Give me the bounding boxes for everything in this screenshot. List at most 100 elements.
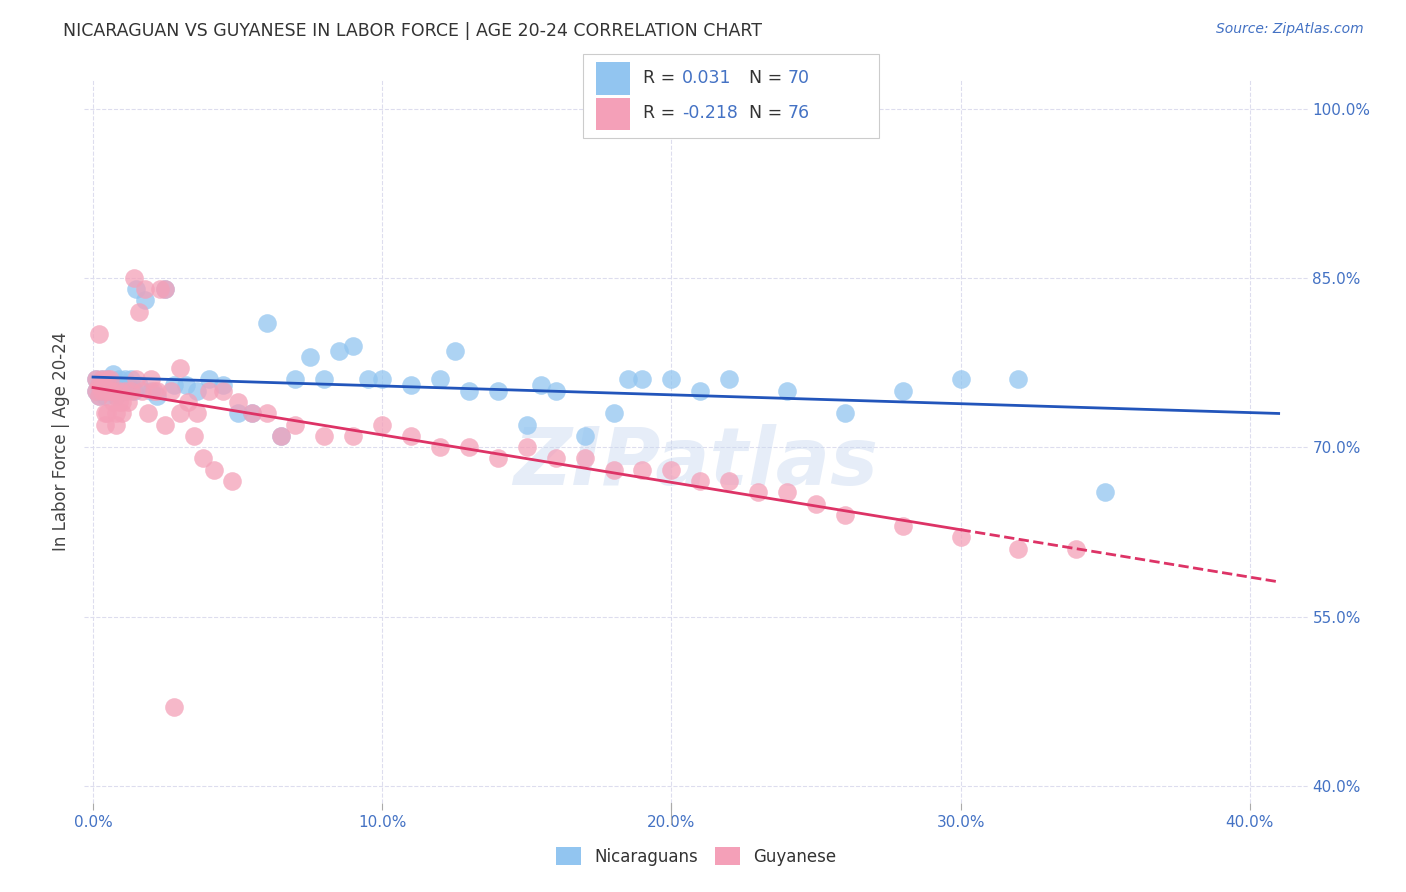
Point [105,417,128,432]
Point [105,406,128,420]
Text: NICARAGUAN VS GUYANESE IN LABOR FORCE | AGE 20-24 CORRELATION CHART: NICARAGUAN VS GUYANESE IN LABOR FORCE | … [63,22,762,40]
Point [661,463,683,477]
Point [117,395,139,409]
Point [108,372,131,386]
Point [689,474,711,488]
Point [776,384,799,398]
Point [328,344,350,359]
Y-axis label: In Labor Force | Age 20-24: In Labor Force | Age 20-24 [52,332,70,551]
Text: ZIPatlas: ZIPatlas [513,425,879,502]
Point [111,384,134,398]
Point [429,440,451,454]
Point [134,293,156,308]
Point [342,338,364,352]
Point [105,384,128,398]
Point [120,372,142,386]
Point [689,384,711,398]
Point [103,384,125,398]
Point [90,372,112,386]
Point [103,395,125,409]
Point [87,389,110,403]
Point [105,389,128,403]
Point [284,417,307,432]
Point [155,417,177,432]
Point [718,474,741,488]
Point [617,372,640,386]
Point [122,384,145,398]
Point [256,406,278,420]
Point [574,451,596,466]
Point [90,384,112,398]
Point [96,406,118,420]
Point [221,474,243,488]
Point [174,378,197,392]
Point [103,367,125,381]
Point [530,378,553,392]
Point [90,378,112,392]
Text: 70: 70 [787,69,810,87]
Point [834,508,856,522]
Point [108,384,131,398]
Point [131,384,153,398]
Point [197,372,219,386]
Point [458,384,481,398]
Point [100,384,122,398]
Point [87,389,110,403]
Point [108,395,131,409]
Point [117,378,139,392]
Point [111,395,134,409]
Point [631,463,654,477]
Point [270,429,292,443]
Point [122,270,145,285]
Point [458,440,481,454]
Point [84,372,107,386]
Point [139,372,162,386]
Point [142,384,165,398]
Point [197,384,219,398]
Point [155,282,177,296]
Point [191,451,214,466]
Point [314,429,336,443]
Point [87,378,110,392]
Point [125,282,148,296]
Point [661,372,683,386]
Point [100,378,122,392]
Point [169,361,191,376]
Point [134,282,156,296]
Point [128,378,150,392]
Point [148,282,170,296]
Point [891,384,914,398]
Point [111,406,134,420]
Text: 76: 76 [787,104,810,122]
Point [145,384,167,398]
Point [544,384,567,398]
Point [631,372,654,386]
Point [96,384,118,398]
Point [226,395,249,409]
Point [212,384,235,398]
Point [1007,372,1029,386]
Point [602,463,624,477]
Point [93,417,115,432]
Point [186,384,208,398]
Point [160,384,183,398]
Text: -0.218: -0.218 [682,104,738,122]
Point [429,372,451,386]
Point [128,304,150,318]
Point [516,440,538,454]
Point [834,406,856,420]
Point [1007,541,1029,556]
Point [125,372,148,386]
Point [357,372,380,386]
Point [96,384,118,398]
Text: 0.031: 0.031 [682,69,731,87]
Point [240,406,263,420]
Point [136,406,159,420]
Point [169,406,191,420]
Point [108,384,131,398]
Point [949,531,972,545]
Point [371,372,394,386]
Point [163,378,186,392]
Point [602,406,624,420]
Point [111,378,134,392]
